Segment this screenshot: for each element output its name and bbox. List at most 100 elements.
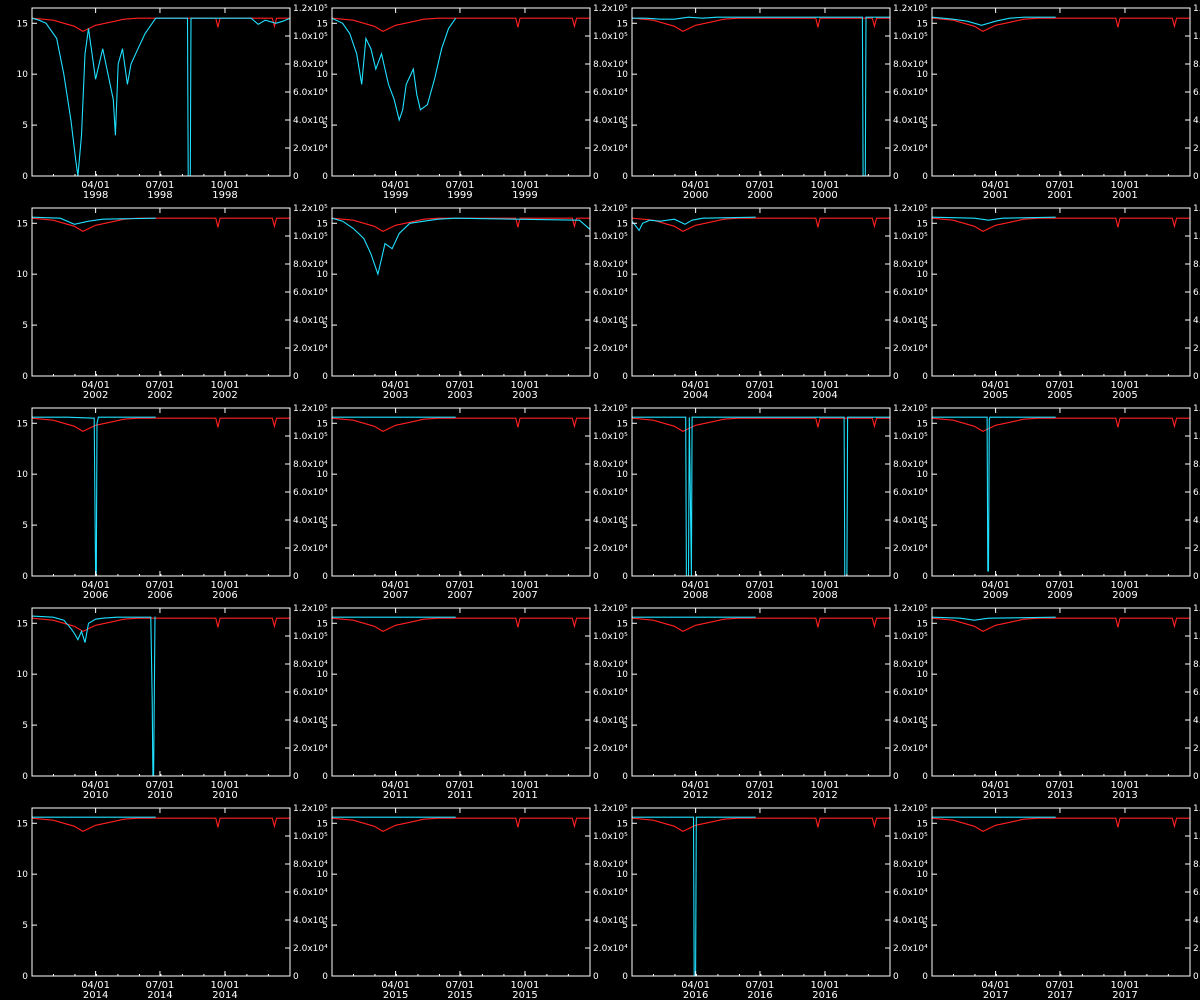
- x-tick-year-label: 2004: [812, 390, 837, 401]
- x-tick-year-label: 2010: [212, 790, 237, 801]
- series-line-1: [31, 217, 290, 233]
- x-tick-date-label: 07/01: [746, 380, 775, 391]
- x-tick-year-label: 2005: [1047, 390, 1072, 401]
- left-tick-label: 0: [922, 372, 928, 382]
- x-tick-year-label: 2006: [147, 590, 172, 601]
- plot-frame: [631, 207, 891, 377]
- x-tick-date-label: 04/01: [381, 780, 410, 791]
- right-tick-label: 8.0x10⁴: [1193, 660, 1200, 670]
- series-line-2: [931, 616, 1056, 621]
- right-tick-label: 6.0x10⁴: [293, 488, 328, 498]
- x-tick-year-label: 2003: [447, 390, 472, 401]
- series-line-2: [931, 16, 1056, 26]
- right-tick-label: 1.2x10⁵: [593, 804, 628, 814]
- left-tick-label: 15: [17, 619, 28, 629]
- x-tick-date-label: 10/01: [811, 180, 840, 191]
- left-tick-label: 10: [317, 670, 329, 680]
- right-tick-label: 2.0x10⁴: [593, 944, 628, 954]
- right-tick-label: 0: [893, 172, 899, 182]
- series-line-1: [631, 817, 890, 833]
- right-tick-label: 1.0x10⁵: [1193, 432, 1200, 442]
- right-tick-label: 6.0x10⁴: [1193, 88, 1200, 98]
- series-line-2: [32, 416, 156, 577]
- left-tick-label: 5: [322, 921, 328, 931]
- series-line-1: [931, 17, 1190, 33]
- x-tick-year-label: 2005: [983, 390, 1008, 401]
- x-tick-year-label: 2015: [512, 990, 537, 1000]
- right-tick-label: 4.0x10⁴: [293, 316, 328, 326]
- x-tick-year-label: 2012: [747, 790, 772, 801]
- left-tick-label: 15: [317, 819, 328, 829]
- x-tick-date-label: 10/01: [1111, 780, 1140, 791]
- right-tick-label: 0: [593, 772, 599, 782]
- chart-panel-2010: 0 5 10 15 0 2.0x10⁴ 4.0x10⁴ 6.0x10⁴ 8.0x10⁴ 1.0x1…: [17, 604, 329, 801]
- right-tick-label: 0: [893, 372, 899, 382]
- x-tick-date-label: 04/01: [981, 580, 1010, 591]
- x-tick-year-label: 1998: [212, 190, 237, 201]
- right-tick-label: 4.0x10⁴: [593, 116, 628, 126]
- x-tick-date-label: 10/01: [511, 780, 540, 791]
- right-tick-label: 8.0x10⁴: [1193, 860, 1200, 870]
- right-tick-label: 0: [593, 372, 599, 382]
- right-tick-label: 6.0x10⁴: [593, 88, 628, 98]
- left-tick-label: 5: [22, 721, 28, 731]
- chart-panel-2015: 0 5 10 15 0 2.0x10⁴ 4.0x10⁴ 6.0x10⁴ 8.0x10⁴ 1.0x1…: [317, 804, 629, 1000]
- x-tick-date-label: 07/01: [1046, 980, 1075, 991]
- series-line-2: [632, 16, 890, 177]
- x-tick-date-label: 04/01: [381, 380, 410, 391]
- right-tick-label: 6.0x10⁴: [1193, 488, 1200, 498]
- x-tick-date-label: 10/01: [1111, 980, 1140, 991]
- x-tick-date-label: 04/01: [81, 380, 110, 391]
- x-tick-year-label: 2003: [383, 390, 408, 401]
- plot-frame: [331, 7, 591, 177]
- x-tick-year-label: 2014: [147, 990, 172, 1000]
- plot-frame: [331, 607, 591, 777]
- x-tick-year-label: 2000: [747, 190, 772, 201]
- x-tick-year-label: 2006: [212, 590, 237, 601]
- left-tick-label: 15: [17, 19, 28, 29]
- right-tick-label: 6.0x10⁴: [593, 888, 628, 898]
- x-tick-year-label: 2002: [212, 390, 237, 401]
- series-line-1: [331, 817, 590, 833]
- left-tick-label: 0: [22, 172, 28, 182]
- left-tick-label: 5: [322, 721, 328, 731]
- right-tick-label: 8.0x10⁴: [893, 260, 928, 270]
- right-tick-label: 1.2x10⁵: [593, 204, 628, 214]
- left-tick-label: 0: [922, 172, 928, 182]
- series-line-2: [31, 17, 291, 177]
- left-tick-label: 10: [17, 470, 29, 480]
- right-tick-label: 1.2x10⁵: [593, 404, 628, 414]
- left-tick-label: 10: [17, 270, 29, 280]
- left-tick-label: 0: [622, 372, 628, 382]
- right-tick-label: 2.0x10⁴: [593, 744, 628, 754]
- right-tick-label: 1.0x10⁵: [593, 432, 628, 442]
- right-tick-label: 0: [593, 972, 599, 982]
- x-tick-date-label: 10/01: [811, 980, 840, 991]
- x-tick-date-label: 04/01: [981, 380, 1010, 391]
- x-tick-year-label: 2001: [1047, 190, 1072, 201]
- right-tick-label: 1.2x10⁵: [293, 604, 328, 614]
- left-tick-label: 5: [322, 521, 328, 531]
- series-line-1: [631, 217, 890, 233]
- x-tick-date-label: 07/01: [146, 180, 175, 191]
- x-tick-year-label: 2008: [812, 590, 837, 601]
- x-tick-year-label: 2011: [512, 790, 537, 801]
- x-tick-year-label: 2002: [147, 390, 172, 401]
- right-tick-label: 8.0x10⁴: [893, 660, 928, 670]
- right-tick-label: 2.0x10⁴: [893, 144, 928, 154]
- right-tick-label: 8.0x10⁴: [293, 60, 328, 70]
- right-tick-label: 0: [1193, 772, 1199, 782]
- right-tick-label: 1.2x10⁵: [1193, 4, 1200, 14]
- right-tick-label: 1.0x10⁵: [593, 832, 628, 842]
- plot-frame: [931, 407, 1191, 577]
- right-tick-label: 0: [293, 172, 299, 182]
- right-tick-label: 1.2x10⁵: [593, 604, 628, 614]
- series-line-1: [931, 417, 1190, 433]
- right-tick-label: 2.0x10⁴: [1193, 944, 1200, 954]
- right-tick-label: 1.0x10⁵: [893, 832, 928, 842]
- x-tick-date-label: 07/01: [146, 780, 175, 791]
- x-tick-year-label: 2006: [83, 590, 108, 601]
- right-tick-label: 1.2x10⁵: [1193, 804, 1200, 814]
- x-tick-date-label: 10/01: [511, 380, 540, 391]
- series-line-1: [31, 417, 290, 433]
